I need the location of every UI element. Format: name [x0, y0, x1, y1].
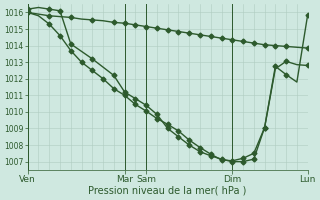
- X-axis label: Pression niveau de la mer( hPa ): Pression niveau de la mer( hPa ): [89, 186, 247, 196]
